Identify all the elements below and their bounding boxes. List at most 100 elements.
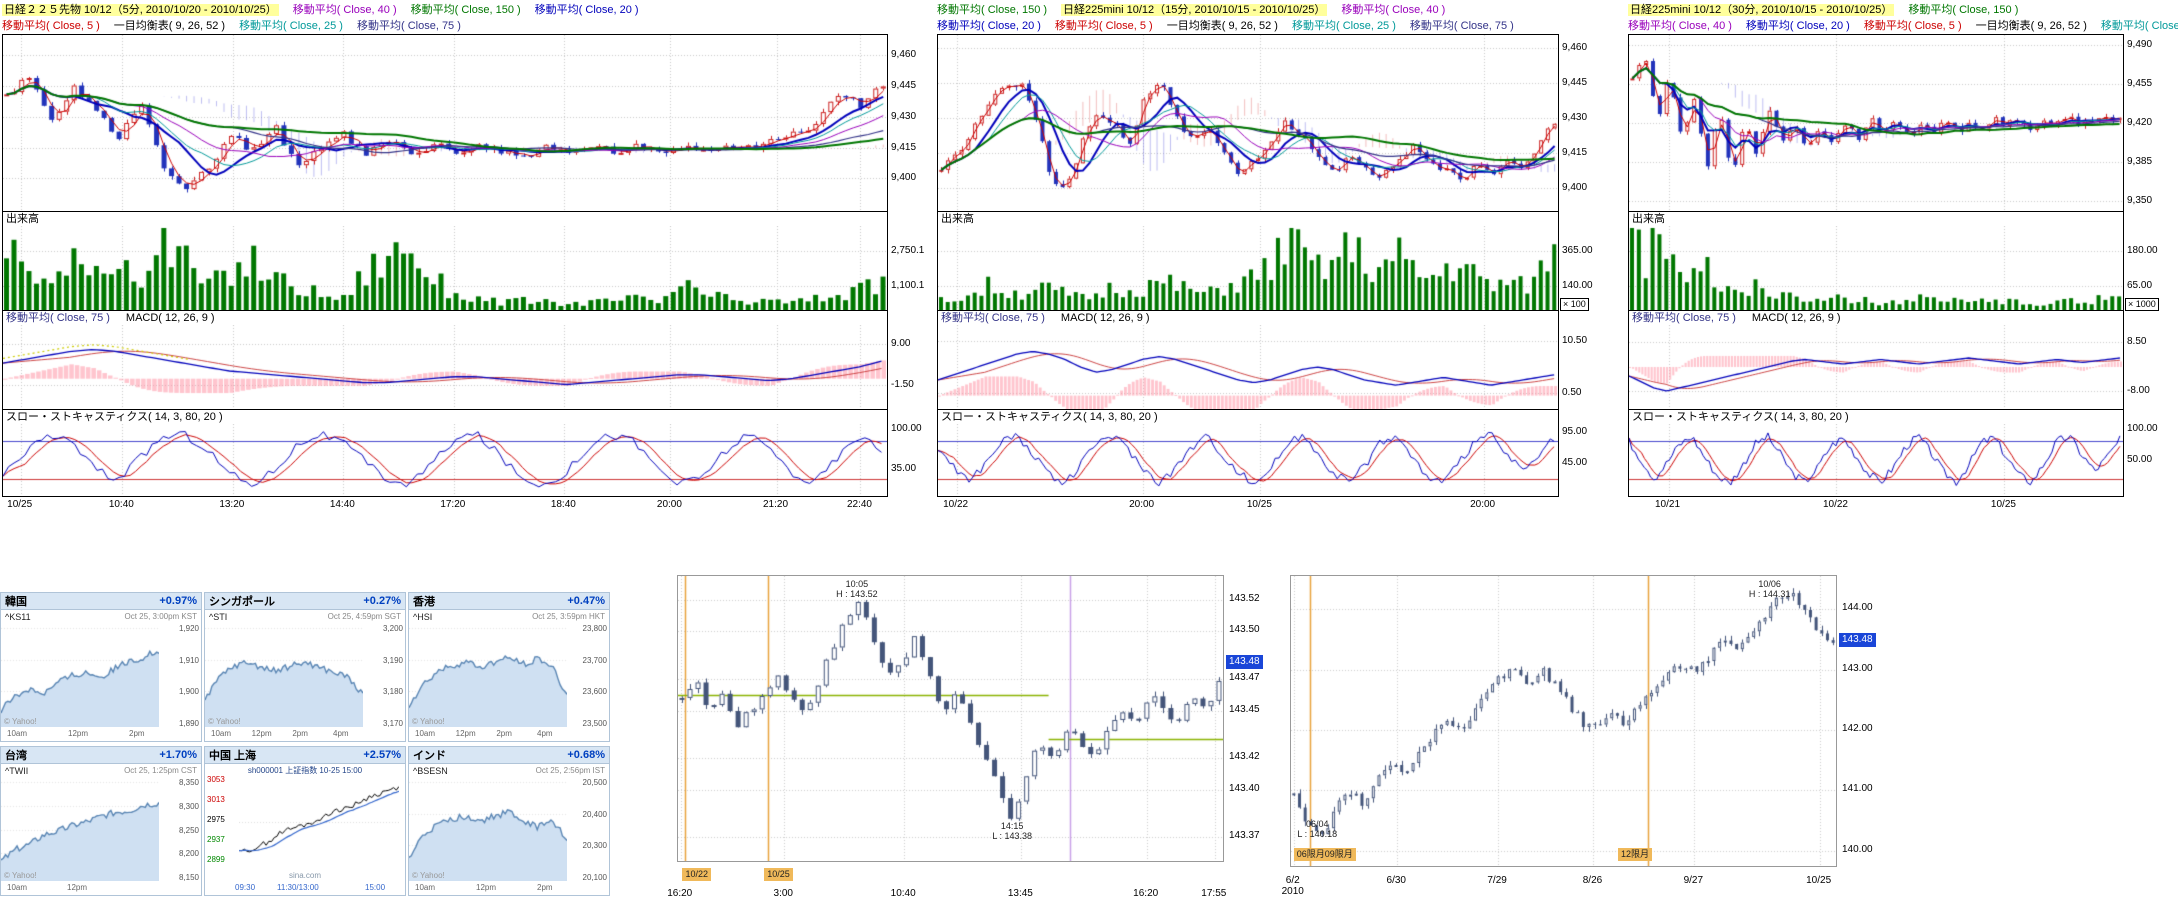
macd-pane-label-text: MACD( 12, 26, 9 ): [1751, 312, 1841, 324]
time-xtick: 14:40: [329, 499, 355, 510]
market-ytick: 8,300: [178, 801, 199, 811]
nikkei225-mini-15min-stoch-canvas[interactable]: [938, 424, 1558, 496]
last-price-badge: 143.48: [1839, 632, 1876, 647]
fx-xtick: 16:20: [667, 888, 693, 899]
fx-ytick: 141.00: [1842, 783, 1873, 795]
market-quote-time: Oct 25, 4:59pm SGT: [327, 612, 401, 621]
hongkong-sparkline-canvas[interactable]: [409, 624, 567, 727]
market-ytick: 20,300: [582, 841, 607, 851]
nikkei225-mini-15min-volume-canvas[interactable]: [938, 226, 1558, 310]
market-widget-singapore[interactable]: シンガポール +0.27% ^STI Oct 25, 4:59pm SGT 3,200 3…: [204, 592, 406, 742]
low-note: 14:15 L : 143.38: [992, 821, 1032, 841]
market-symbol: ^TWII: [5, 765, 29, 776]
legend-item: 移動平均( Close, 40 ): [1628, 20, 1732, 32]
market-xtick: 12pm: [67, 883, 88, 892]
legend-item: 移動平均( Close, 5 ): [1054, 20, 1153, 32]
market-change-pct: +0.47%: [567, 595, 605, 607]
shanghai-sparkline-canvas[interactable]: [239, 776, 399, 868]
nikkei225-mini-15min-price-canvas[interactable]: [938, 35, 1558, 211]
market-widget-header: シンガポール +0.27%: [205, 593, 405, 610]
market-xtick: 11:30/13:00: [277, 883, 319, 892]
market-quote-time: Oct 25, 3:00pm KST: [124, 612, 197, 621]
volume-pane-label: 出来高: [3, 211, 887, 226]
usdjpy-intraday-canvas[interactable]: [678, 576, 1223, 861]
usdjpy-daily-plot-box: 06限月09限月 12限月: [1290, 575, 1837, 867]
market-credit: © Yahoo!: [208, 717, 241, 726]
macd-ytick: 8.50: [2127, 335, 2147, 347]
chart-panel-nikkei225-futures-5min: 日経２２５先物 10/12（5分, 2010/10/20 - 2010/10/2…: [2, 2, 942, 516]
nikkei225-mini-30min-price-canvas[interactable]: [1629, 35, 2123, 211]
price-ytick: 9,460: [1562, 42, 1588, 54]
fx-xtick: 3:00: [773, 888, 793, 899]
market-change-pct: +2.57%: [363, 749, 401, 761]
fx-xtick: 13:45: [1007, 888, 1033, 899]
time-xtick: 10:40: [108, 499, 134, 510]
market-credit: © Yahoo!: [412, 717, 445, 726]
market-widget-taiwan[interactable]: 台湾 +1.70% ^TWII Oct 25, 1:25pm CST 8,350 8,30…: [0, 746, 202, 896]
market-xtick: 12pm: [68, 729, 89, 738]
market-ytick: 3,190: [382, 655, 403, 665]
chart-plot-area: 出来高 移動平均( Close, 75 ) MACD( 12, 26, 9 ) スロー…: [2, 34, 888, 497]
time-xtick: 10/21: [1655, 499, 1681, 510]
macd-pane-label-text: MACD( 12, 26, 9 ): [125, 312, 215, 324]
singapore-sparkline-canvas[interactable]: [205, 624, 363, 727]
world-markets-grid: 韓国 +0.97% ^KS11 Oct 25, 3:00pm KST 1,920 1,91…: [0, 592, 612, 902]
price-ytick: 9,420: [2127, 117, 2153, 128]
volume-pane-label-text: 出来高: [6, 213, 39, 225]
market-ytick: 3,170: [382, 719, 403, 728]
fx-ytick: 140.00: [1842, 843, 1873, 855]
nikkei225-mini-30min-volume-canvas[interactable]: [1629, 226, 2123, 310]
usdjpy-daily-canvas[interactable]: [1291, 576, 1836, 866]
nikkei225-mini-15min-macd-canvas[interactable]: [938, 325, 1558, 409]
market-widget-korea[interactable]: 韓国 +0.97% ^KS11 Oct 25, 3:00pm KST 1,920 1,91…: [0, 592, 202, 742]
market-xaxis: 10am 12pm: [1, 882, 201, 895]
taiwan-sparkline-canvas[interactable]: [1, 778, 159, 881]
market-widget-shanghai[interactable]: 中国 上海 +2.57% sh000001 上証指数 10-25 15:00 3053…: [204, 746, 406, 896]
market-widget-subheader: ^KS11 Oct 25, 3:00pm KST: [1, 610, 201, 623]
fx-xtick: 9/27: [1683, 875, 1704, 886]
usdjpy-daily-chart[interactable]: 06限月09限月 12限月 144.00 143.00 142.00 141.00 140.…: [1282, 575, 1915, 908]
nikkei225-futures-5min-volume-canvas[interactable]: [3, 226, 887, 310]
market-chart-area: 23,800 23,700 23,600 23,500 © Yahoo!: [409, 623, 609, 728]
market-widget-subheader: ^BSESN Oct 25, 2:56pm IST: [409, 764, 609, 777]
india-sparkline-canvas[interactable]: [409, 778, 567, 881]
chart-plot-area: 出来高 移動平均( Close, 75 ) MACD( 12, 26, 9 ) スロー…: [1628, 34, 2124, 497]
nikkei225-futures-5min-macd-canvas[interactable]: [3, 325, 887, 409]
price-ytick: 9,350: [2127, 195, 2153, 207]
legend-item: 移動平均( Close, 5 ): [1863, 20, 1962, 32]
date-badge: 10/25: [764, 868, 793, 881]
macd-ytick: 9.00: [891, 337, 911, 349]
high-note: 10:05 H : 143.52: [836, 579, 878, 599]
korea-sparkline-canvas[interactable]: [1, 624, 159, 727]
market-credit: © Yahoo!: [412, 871, 445, 880]
high-note-time: 10/06: [1758, 579, 1781, 589]
macd-pane-label-text: 移動平均( Close, 75 ): [6, 312, 110, 324]
market-change-pct: +0.97%: [159, 595, 197, 607]
chart-legend-row1: 日経225mini 10/12（30分, 2010/10/15 - 2010/1…: [1628, 2, 2178, 18]
date-badge: 10/22: [682, 868, 711, 881]
nikkei225-mini-30min-macd-canvas[interactable]: [1629, 325, 2123, 409]
nikkei225-futures-5min-price-canvas[interactable]: [3, 35, 887, 211]
market-xtick: 12pm: [251, 729, 272, 738]
market-widget-india[interactable]: インド +0.68% ^BSESN Oct 25, 2:56pm IST 20,500 2…: [408, 746, 610, 896]
market-widget-subheader: ^STI Oct 25, 4:59pm SGT: [205, 610, 405, 623]
low-note-value: L : 143.38: [992, 831, 1033, 841]
fx-xtick: 7/29: [1487, 875, 1507, 886]
sina-ytick: 3013: [207, 795, 225, 804]
nikkei225-mini-30min-stoch-canvas[interactable]: [1629, 424, 2123, 496]
high-note: 10/06 H : 144.31: [1749, 579, 1791, 599]
fx-ytick: 143.42: [1229, 751, 1260, 763]
volume-pane-label-text: 出来高: [1632, 213, 1665, 225]
volume-pane-label: 出来高: [1629, 211, 2123, 226]
market-widget-hongkong[interactable]: 香港 +0.47% ^HSI Oct 25, 3:59pm HKT 23,800 23,7…: [408, 592, 610, 742]
nikkei225-futures-5min-stoch-canvas[interactable]: [3, 424, 887, 496]
legend-item: 移動平均( Close, 150 ): [937, 4, 1048, 16]
volume-pane-label: 出来高: [938, 211, 1558, 226]
time-xtick: 20:00: [1129, 499, 1155, 510]
date-badge: 06限月09限月: [1293, 848, 1356, 861]
market-xtick: 12pm: [476, 883, 497, 892]
fx-xtick: 6/30: [1386, 875, 1406, 886]
usdjpy-intraday-chart[interactable]: 143.52 143.50 143.47 143.45 143.42 143.40 143.…: [667, 575, 1297, 908]
time-xtick: 13:20: [219, 499, 245, 510]
time-xtick: 22:40: [846, 499, 872, 510]
